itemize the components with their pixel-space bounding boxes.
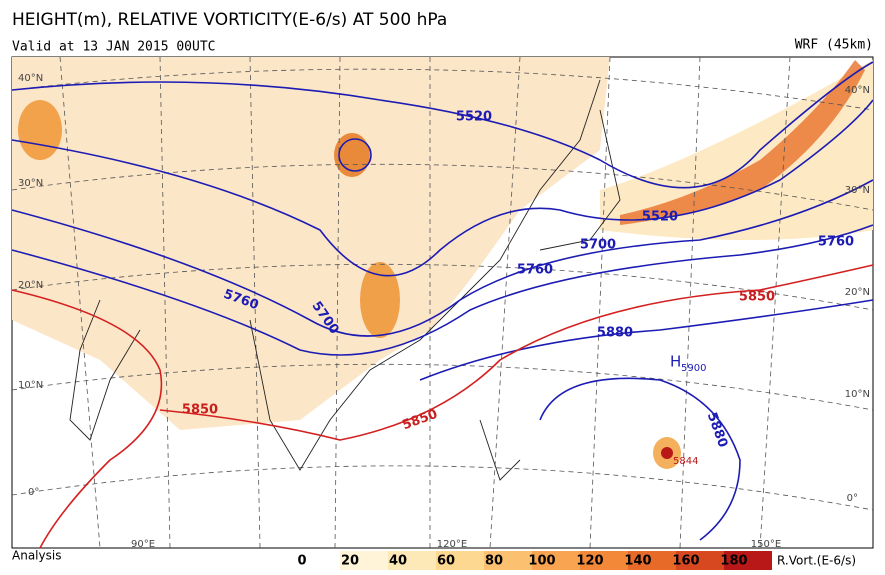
colorbar-swatch xyxy=(628,551,676,570)
latitude-label: 20°N xyxy=(18,280,43,291)
latitude-label: 20°N xyxy=(845,287,870,298)
height-contour xyxy=(11,99,874,277)
latitude-label: 0° xyxy=(847,493,858,504)
contour-label: 5850 xyxy=(182,403,218,418)
valid-time: Valid at 13 JAN 2015 00UTC xyxy=(12,40,216,55)
colorbar-tick: 60 xyxy=(437,554,455,569)
colorbar-tick: 100 xyxy=(528,554,555,569)
colorbar-swatch xyxy=(676,551,724,570)
colorbar-tick: 40 xyxy=(389,554,407,569)
colorbar-swatch xyxy=(340,551,388,570)
height-contour xyxy=(11,179,874,337)
vorticity-max xyxy=(360,262,400,338)
colorbar-tick: 20 xyxy=(341,554,359,569)
longitude-label: 120°E xyxy=(437,539,467,550)
colorbar-swatch xyxy=(292,551,340,570)
colorbar-swatch xyxy=(484,551,532,570)
vorticity-shading xyxy=(600,60,873,240)
height-contour xyxy=(11,224,874,356)
vorticity-max xyxy=(661,447,673,459)
height-contour xyxy=(419,299,874,381)
model-label: WRF (45km) xyxy=(795,38,873,53)
contour-label: 5850 xyxy=(739,290,775,305)
colorbar-tick: 180 xyxy=(720,554,747,569)
longitude-label: 90°E xyxy=(131,539,155,550)
colorbar-label: R.Vort.(E-6/s) xyxy=(777,554,856,568)
colorbar: 0 20 40 60 80 100 120 140 160 180 xyxy=(292,551,772,570)
contour-label: 5520 xyxy=(642,210,678,225)
height-contour xyxy=(539,377,741,541)
colorbar-tick: 140 xyxy=(624,554,651,569)
colorbar-swatch xyxy=(724,551,772,570)
contour-label: 5880 xyxy=(597,326,633,341)
low-value: 5844 xyxy=(673,456,698,467)
coastline xyxy=(69,79,621,481)
contour-label: 5760 xyxy=(517,263,553,278)
high-value: 5900 xyxy=(681,363,706,374)
height-contour xyxy=(338,138,372,172)
colorbar-swatch xyxy=(436,551,484,570)
colorbar-tick: 160 xyxy=(672,554,699,569)
contour-label: 5700 xyxy=(580,238,616,253)
colorbar-tick: 80 xyxy=(485,554,503,569)
latitude-label: 0° xyxy=(28,487,39,498)
map: 40°N 30°N 20°N 10°N 0° 40°N 30°N 20°N 10… xyxy=(11,56,874,550)
contour-label: 5760 xyxy=(818,235,854,250)
colorbar-swatch xyxy=(532,551,580,570)
latitude-label: 30°N xyxy=(18,178,43,189)
latitude-label: 10°N xyxy=(845,389,870,400)
colorbar-swatch xyxy=(388,551,436,570)
colorbar-tick: 0 xyxy=(297,554,306,569)
latitude-label: 10°N xyxy=(18,380,43,391)
high-marker: H xyxy=(670,353,681,371)
vorticity-max xyxy=(18,100,62,160)
latitude-label: 40°N xyxy=(845,85,870,96)
vorticity-max xyxy=(620,60,865,225)
height-contour xyxy=(11,61,874,189)
contour-label: 5520 xyxy=(456,110,492,125)
colorbar-swatch xyxy=(580,551,628,570)
longitude-line xyxy=(59,56,791,549)
height-contour-5850 xyxy=(11,289,163,549)
latitude-label: 40°N xyxy=(18,73,43,84)
latitude-label: 30°N xyxy=(845,185,870,196)
colorbar-tick: 120 xyxy=(576,554,603,569)
title: HEIGHT(m), RELATIVE VORTICITY(E-6/s) AT … xyxy=(12,10,447,30)
longitude-label: 150°E xyxy=(751,539,781,550)
height-contour-5850 xyxy=(159,264,874,441)
footer-label: Analysis xyxy=(12,549,61,563)
